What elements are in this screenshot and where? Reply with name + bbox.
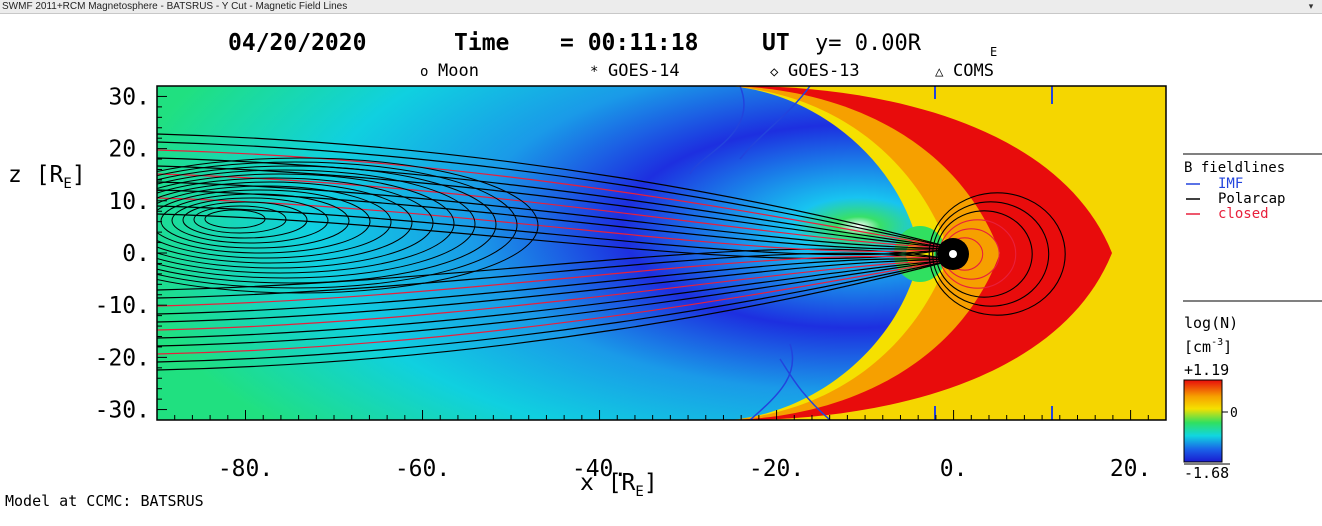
title-ut: UT bbox=[762, 30, 790, 56]
ylabel: z [RE] bbox=[8, 162, 86, 192]
x-tick-label: 20. bbox=[1110, 456, 1152, 482]
fieldline bbox=[157, 197, 954, 253]
imf-line bbox=[689, 86, 745, 175]
colorbar-min-label: -1.68 bbox=[1184, 464, 1229, 482]
plot-frame: 04/20/2020 Time = 00:11:18 UT y= 0.00R E… bbox=[0, 14, 1322, 522]
marker-legend: o Moon * GOES-14 ◇ GOES-13 △ COMS bbox=[420, 61, 994, 81]
colorbar bbox=[1183, 379, 1223, 463]
fieldlines-layer bbox=[157, 86, 1066, 420]
plasmoid-loop bbox=[182, 201, 308, 239]
fieldline bbox=[157, 259, 954, 371]
fieldline-legend-label: closed bbox=[1218, 206, 1269, 222]
colorbar-mid-label: 0 bbox=[1230, 406, 1238, 421]
title-cut: y= 0.00R bbox=[815, 31, 922, 56]
xlabel: x [RE] bbox=[580, 470, 658, 500]
title-cut-subscript: E bbox=[990, 45, 997, 59]
fieldline bbox=[157, 248, 954, 291]
fieldline bbox=[157, 259, 954, 323]
marker-symbol-goes-13: ◇ bbox=[770, 64, 779, 80]
colorbar-title: log(N) bbox=[1184, 314, 1238, 332]
fieldline bbox=[157, 255, 954, 307]
y-tick-label: 10. bbox=[108, 189, 150, 215]
y-tick-label: -10. bbox=[95, 293, 150, 319]
window-menu-chevron-icon[interactable]: ▾ bbox=[1308, 1, 1314, 11]
x-tick-label: -60. bbox=[395, 456, 450, 482]
title-date: 04/20/2020 bbox=[228, 30, 366, 56]
title-time-value: = 00:11:18 bbox=[560, 30, 698, 56]
plasmoid-loop bbox=[157, 169, 476, 279]
x-tick-label: -80. bbox=[218, 456, 273, 482]
fieldline bbox=[157, 149, 954, 249]
earth-dayside-marker bbox=[949, 250, 957, 258]
plasmoid-loop bbox=[160, 193, 350, 249]
imf-line bbox=[739, 86, 811, 160]
x-tick-label: -20. bbox=[749, 456, 804, 482]
fieldline-legend-title: B fieldlines bbox=[1184, 160, 1285, 176]
fieldline bbox=[157, 252, 954, 299]
axis-ticks bbox=[156, 85, 1167, 421]
fieldline bbox=[157, 173, 954, 249]
colorbar-unit: [cm-3] bbox=[1184, 337, 1232, 356]
plasmoid-loop bbox=[157, 189, 371, 254]
plasmoid-loop bbox=[157, 157, 539, 294]
marker-symbol-coms: △ bbox=[935, 64, 944, 80]
fieldline bbox=[157, 213, 954, 260]
fieldline bbox=[157, 259, 954, 347]
marker-label: Moon bbox=[438, 61, 479, 81]
title-time-label: Time bbox=[454, 30, 509, 56]
y-tick-label: 0. bbox=[122, 241, 150, 267]
fieldline bbox=[157, 258, 954, 315]
fieldline bbox=[157, 259, 954, 363]
fieldline bbox=[157, 259, 954, 355]
plasmoid-loop bbox=[157, 177, 434, 269]
density-heatmap bbox=[157, 86, 1166, 420]
y-tick-label: 20. bbox=[108, 137, 150, 163]
imf-line bbox=[749, 343, 794, 420]
window-title: SWMF 2011+RCM Magnetosphere - BATSRUS - … bbox=[0, 0, 1322, 14]
plasmoid-loop bbox=[157, 161, 518, 289]
closed-loop bbox=[932, 201, 1050, 307]
fieldline-legend-label: Polarcap bbox=[1218, 191, 1285, 207]
fieldline bbox=[157, 165, 954, 249]
y-tick-label: -30. bbox=[95, 398, 150, 424]
closed-loop bbox=[935, 210, 1033, 298]
plasmoid-loop bbox=[204, 209, 266, 229]
plasmoid-loop bbox=[193, 205, 287, 234]
marker-label: GOES-13 bbox=[788, 61, 860, 81]
fieldline bbox=[157, 141, 954, 249]
magnetosphere-plot: 04/20/2020 Time = 00:11:18 UT y= 0.00R E… bbox=[5, 30, 1322, 510]
y-tick-label: 30. bbox=[108, 84, 150, 110]
colorbar-max-label: +1.19 bbox=[1184, 361, 1229, 379]
plasmoid-loop bbox=[157, 185, 392, 259]
fieldline bbox=[157, 259, 954, 331]
model-credit: Model at CCMC: BATSRUS bbox=[5, 492, 204, 510]
plasmoid-loop bbox=[171, 197, 329, 244]
fieldline bbox=[157, 157, 954, 249]
marker-symbol-goes-14: * bbox=[590, 64, 598, 80]
plasmoid-loop bbox=[157, 165, 497, 284]
axis-tick-labels: -80. -60. -40. -20. 0. 20. 30. 20. 10. 0. -10. -20.… bbox=[95, 84, 1152, 482]
fieldline-legend-label: IMF bbox=[1218, 176, 1243, 192]
x-tick-label: 0. bbox=[940, 456, 968, 482]
marker-label: COMS bbox=[953, 61, 994, 81]
x-tick-label: -40. bbox=[572, 456, 627, 482]
marker-label: GOES-14 bbox=[608, 61, 680, 81]
window-title-text: SWMF 2011+RCM Magnetosphere - BATSRUS - … bbox=[2, 1, 348, 12]
imf-line bbox=[779, 358, 831, 420]
fieldline bbox=[157, 133, 954, 249]
y-tick-label: -20. bbox=[95, 345, 150, 371]
fieldline bbox=[157, 259, 954, 339]
fieldline bbox=[157, 181, 954, 249]
fieldline bbox=[157, 205, 954, 256]
plasmoid-loop bbox=[157, 181, 413, 264]
marker-symbol-moon: o bbox=[420, 64, 428, 80]
closed-loop bbox=[928, 192, 1066, 316]
plasmoid-loop bbox=[157, 173, 455, 274]
